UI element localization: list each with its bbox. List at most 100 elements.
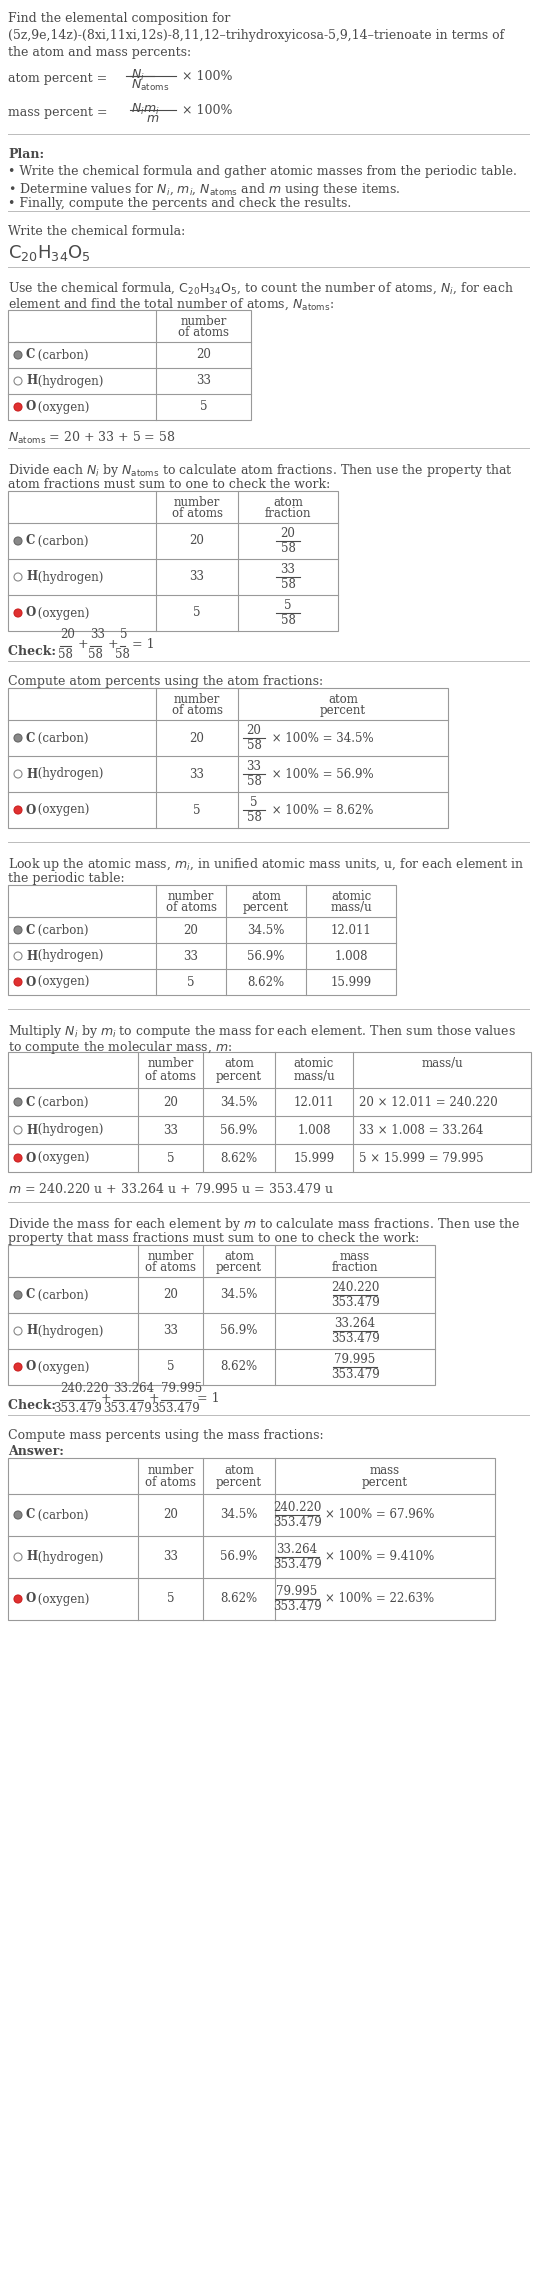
- Text: 353.479: 353.479: [273, 1558, 321, 1571]
- Text: (oxygen): (oxygen): [34, 607, 89, 619]
- Circle shape: [14, 805, 22, 814]
- Circle shape: [14, 377, 22, 384]
- Text: 20: 20: [190, 732, 205, 744]
- Text: 33.264: 33.264: [113, 1383, 154, 1394]
- Text: 33: 33: [163, 1123, 178, 1137]
- Text: 353.479: 353.479: [273, 1601, 321, 1612]
- Text: (hydrogen): (hydrogen): [34, 375, 104, 387]
- Text: 58: 58: [88, 648, 103, 662]
- Text: fraction: fraction: [265, 507, 311, 521]
- Text: 58: 58: [246, 812, 262, 823]
- Text: number: number: [174, 694, 220, 705]
- Text: 5: 5: [193, 803, 201, 816]
- Text: of atoms: of atoms: [145, 1262, 196, 1273]
- Text: 56.9%: 56.9%: [248, 951, 285, 962]
- Text: $N_{\mathrm{atoms}}$ = 20 + 33 + 5 = 58: $N_{\mathrm{atoms}}$ = 20 + 33 + 5 = 58: [8, 430, 176, 446]
- Text: 58: 58: [246, 775, 262, 789]
- Text: 20: 20: [280, 528, 295, 539]
- Text: atom: atom: [224, 1464, 254, 1478]
- Text: 33: 33: [184, 951, 199, 962]
- Text: 33: 33: [246, 760, 262, 773]
- Text: • Write the chemical formula and gather atomic masses from the periodic table.: • Write the chemical formula and gather …: [8, 166, 517, 177]
- Text: C: C: [26, 732, 35, 744]
- Text: 58: 58: [280, 541, 295, 555]
- Text: element and find the total number of atoms, $N_{\mathrm{atoms}}$:: element and find the total number of ato…: [8, 298, 334, 312]
- Text: 56.9%: 56.9%: [220, 1123, 258, 1137]
- Text: atomic: atomic: [294, 1057, 334, 1071]
- Text: (hydrogen): (hydrogen): [34, 951, 104, 962]
- Text: atom: atom: [328, 694, 358, 705]
- Text: $N_i m_i$: $N_i m_i$: [131, 102, 159, 116]
- Text: atom: atom: [224, 1057, 254, 1071]
- Circle shape: [14, 402, 22, 412]
- Text: = 1: = 1: [193, 1392, 220, 1405]
- Text: 34.5%: 34.5%: [220, 1096, 258, 1107]
- Text: the atom and mass percents:: the atom and mass percents:: [8, 45, 191, 59]
- Text: 33.264: 33.264: [335, 1317, 375, 1330]
- Circle shape: [14, 735, 22, 741]
- Text: 5: 5: [200, 400, 207, 414]
- Text: (carbon): (carbon): [34, 1508, 89, 1521]
- Text: atom: atom: [251, 889, 281, 903]
- Text: mass/u: mass/u: [330, 901, 372, 914]
- Text: H: H: [26, 1551, 37, 1565]
- Circle shape: [14, 1594, 22, 1603]
- Text: number: number: [147, 1464, 194, 1478]
- Text: 33: 33: [196, 375, 211, 387]
- Text: (carbon): (carbon): [34, 1096, 89, 1107]
- Bar: [8, 491, 338, 630]
- Circle shape: [14, 1292, 22, 1298]
- Text: 5: 5: [120, 628, 127, 641]
- Text: (carbon): (carbon): [34, 534, 89, 548]
- Text: 353.479: 353.479: [331, 1333, 379, 1344]
- Text: Compute mass percents using the mass fractions:: Compute mass percents using the mass fra…: [8, 1428, 324, 1442]
- Text: percent: percent: [216, 1476, 262, 1489]
- Text: × 100% = 9.410%: × 100% = 9.410%: [325, 1551, 434, 1565]
- Text: atomic: atomic: [331, 889, 371, 903]
- Text: C: C: [26, 348, 35, 362]
- Bar: [8, 1244, 435, 1385]
- Text: 58: 58: [280, 614, 295, 628]
- Text: C: C: [26, 1096, 35, 1107]
- Circle shape: [14, 953, 22, 960]
- Text: 34.5%: 34.5%: [220, 1289, 258, 1301]
- Text: +: +: [74, 639, 92, 650]
- Text: 5 × 15.999 = 79.995: 5 × 15.999 = 79.995: [359, 1151, 484, 1164]
- Text: 12.011: 12.011: [331, 923, 372, 937]
- Text: 34.5%: 34.5%: [220, 1508, 258, 1521]
- Text: × 100%: × 100%: [182, 105, 233, 116]
- Circle shape: [14, 978, 22, 987]
- Text: H: H: [26, 571, 37, 584]
- Circle shape: [14, 537, 22, 546]
- Text: $m$ = 240.220 u + 33.264 u + 79.995 u = 353.479 u: $m$ = 240.220 u + 33.264 u + 79.995 u = …: [8, 1182, 333, 1196]
- Text: (hydrogen): (hydrogen): [34, 1323, 104, 1337]
- Text: (oxygen): (oxygen): [34, 1592, 89, 1605]
- Text: +: +: [97, 1392, 115, 1405]
- Text: (hydrogen): (hydrogen): [34, 769, 104, 780]
- Text: 20: 20: [190, 534, 205, 548]
- Text: $m$: $m$: [147, 111, 159, 125]
- Text: 240.220: 240.220: [273, 1501, 321, 1514]
- Text: Look up the atomic mass, $m_i$, in unified atomic mass units, u, for each elemen: Look up the atomic mass, $m_i$, in unifi…: [8, 855, 525, 873]
- Text: Check:: Check:: [8, 1399, 60, 1412]
- Text: 20: 20: [163, 1289, 178, 1301]
- Text: Multiply $N_i$ by $m_i$ to compute the mass for each element. Then sum those val: Multiply $N_i$ by $m_i$ to compute the m…: [8, 1023, 516, 1039]
- Text: atom percent =: atom percent =: [8, 73, 111, 84]
- Text: 5: 5: [193, 607, 201, 619]
- Text: 8.62%: 8.62%: [220, 1360, 258, 1373]
- Text: of atoms: of atoms: [165, 901, 216, 914]
- Text: (hydrogen): (hydrogen): [34, 1123, 104, 1137]
- Text: 79.995: 79.995: [335, 1353, 375, 1367]
- Text: Divide each $N_i$ by $N_{\mathrm{atoms}}$ to calculate atom fractions. Then use : Divide each $N_i$ by $N_{\mathrm{atoms}}…: [8, 462, 513, 480]
- Text: • Determine values for $N_i$, $m_i$, $N_{\mathrm{atoms}}$ and $m$ using these it: • Determine values for $N_i$, $m_i$, $N_…: [8, 182, 401, 198]
- Circle shape: [14, 573, 22, 580]
- Text: O: O: [26, 1151, 37, 1164]
- Text: atom fractions must sum to one to check the work:: atom fractions must sum to one to check …: [8, 478, 330, 491]
- Text: 15.999: 15.999: [330, 976, 372, 989]
- Text: O: O: [26, 400, 37, 414]
- Text: 33: 33: [163, 1323, 178, 1337]
- Text: mass/u: mass/u: [421, 1057, 463, 1071]
- Text: 1.008: 1.008: [297, 1123, 331, 1137]
- Text: +: +: [145, 1392, 164, 1405]
- Text: $N_i$: $N_i$: [131, 68, 145, 84]
